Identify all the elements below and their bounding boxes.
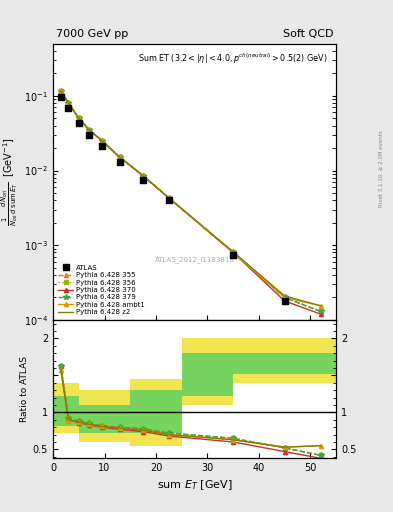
Pythia 6.428 370 <box>118 154 122 160</box>
Pythia 6.428 ambt1 <box>118 154 122 160</box>
Pythia 6.428 ambt1 <box>231 249 235 255</box>
Pythia 6.428 379 <box>231 249 235 255</box>
Pythia 6.428 355 <box>141 173 145 179</box>
ATLAS <box>318 355 324 363</box>
Line: Pythia 6.428 379: Pythia 6.428 379 <box>58 89 323 314</box>
Pythia 6.428 356 <box>141 173 145 179</box>
Pythia 6.428 ambt1 <box>59 88 63 94</box>
Pythia 6.428 370 <box>318 311 323 317</box>
Pythia 6.428 z2 <box>318 303 323 309</box>
Pythia 6.428 370 <box>141 173 145 179</box>
Pythia 6.428 370 <box>76 115 81 121</box>
Pythia 6.428 z2 <box>66 100 71 106</box>
Line: Pythia 6.428 356: Pythia 6.428 356 <box>59 89 323 313</box>
Pythia 6.428 379 <box>141 173 145 179</box>
Pythia 6.428 ambt1 <box>66 100 71 106</box>
Pythia 6.428 370 <box>59 88 63 94</box>
Pythia 6.428 370 <box>99 138 104 144</box>
Pythia 6.428 370 <box>66 100 71 106</box>
ATLAS <box>117 158 123 166</box>
Pythia 6.428 ambt1 <box>141 173 145 179</box>
Pythia 6.428 379 <box>66 100 71 106</box>
Pythia 6.428 355 <box>66 100 71 106</box>
Pythia 6.428 355 <box>87 127 92 133</box>
Pythia 6.428 370 <box>231 249 235 255</box>
Pythia 6.428 ambt1 <box>167 195 171 201</box>
Pythia 6.428 355 <box>231 249 235 255</box>
Pythia 6.428 355 <box>318 308 323 314</box>
Pythia 6.428 379 <box>59 88 63 94</box>
Pythia 6.428 379 <box>76 115 81 121</box>
Text: ATLAS_2012_I1183818: ATLAS_2012_I1183818 <box>154 256 235 263</box>
Pythia 6.428 356 <box>76 115 81 121</box>
Pythia 6.428 355 <box>167 195 171 201</box>
Y-axis label: Ratio to ATLAS: Ratio to ATLAS <box>20 356 29 422</box>
Pythia 6.428 355 <box>59 88 63 94</box>
Text: Soft QCD: Soft QCD <box>283 29 333 39</box>
Line: Pythia 6.428 ambt1: Pythia 6.428 ambt1 <box>59 89 323 308</box>
Pythia 6.428 355 <box>282 294 287 301</box>
Pythia 6.428 ambt1 <box>318 303 323 309</box>
Pythia 6.428 355 <box>118 154 122 160</box>
Pythia 6.428 356 <box>87 127 92 133</box>
Text: 7000 GeV pp: 7000 GeV pp <box>56 29 128 39</box>
Pythia 6.428 370 <box>282 298 287 304</box>
Line: Pythia 6.428 370: Pythia 6.428 370 <box>59 89 323 316</box>
ATLAS <box>58 93 64 101</box>
Pythia 6.428 z2 <box>231 249 235 255</box>
Pythia 6.428 379 <box>282 294 287 301</box>
Pythia 6.428 356 <box>282 294 287 301</box>
ATLAS <box>86 131 92 139</box>
Pythia 6.428 356 <box>59 88 63 94</box>
Pythia 6.428 356 <box>318 308 323 314</box>
ATLAS <box>75 119 82 127</box>
ATLAS <box>166 196 172 204</box>
Pythia 6.428 z2 <box>167 195 171 201</box>
Pythia 6.428 z2 <box>59 88 63 94</box>
Pythia 6.428 379 <box>87 127 92 133</box>
X-axis label: sum $E_T$ [GeV]: sum $E_T$ [GeV] <box>157 479 232 493</box>
Text: Rivet 3.1.10, ≥ 2.2M events: Rivet 3.1.10, ≥ 2.2M events <box>379 131 384 207</box>
Pythia 6.428 379 <box>118 154 122 160</box>
Pythia 6.428 370 <box>167 195 171 201</box>
Line: Pythia 6.428 z2: Pythia 6.428 z2 <box>61 91 321 306</box>
Legend: ATLAS, Pythia 6.428 355, Pythia 6.428 356, Pythia 6.428 370, Pythia 6.428 379, P: ATLAS, Pythia 6.428 355, Pythia 6.428 35… <box>57 263 146 316</box>
Pythia 6.428 z2 <box>118 154 122 160</box>
Pythia 6.428 ambt1 <box>282 294 287 301</box>
Pythia 6.428 z2 <box>141 173 145 179</box>
ATLAS <box>230 250 236 259</box>
ATLAS <box>281 297 288 305</box>
Pythia 6.428 356 <box>66 100 71 106</box>
ATLAS <box>99 142 105 151</box>
Line: Pythia 6.428 355: Pythia 6.428 355 <box>59 89 323 313</box>
Pythia 6.428 370 <box>87 127 92 133</box>
Pythia 6.428 356 <box>167 195 171 201</box>
Y-axis label: $\frac{1}{N_{ori}}\frac{dN_{ori}}{d\;\mathrm{sum}\,E_T}$  [GeV$^{-1}$]: $\frac{1}{N_{ori}}\frac{dN_{ori}}{d\;\ma… <box>0 137 20 226</box>
Pythia 6.428 379 <box>99 138 104 144</box>
ATLAS <box>140 176 146 184</box>
Pythia 6.428 356 <box>99 138 104 144</box>
Pythia 6.428 356 <box>118 154 122 160</box>
Pythia 6.428 ambt1 <box>76 115 81 121</box>
Text: Sum ET $(3.2 < |\eta| < 4.0, p^{ch(neutral)} > 0.5(2)$ GeV): Sum ET $(3.2 < |\eta| < 4.0, p^{ch(neutr… <box>138 52 327 66</box>
Pythia 6.428 379 <box>318 308 323 314</box>
Pythia 6.428 ambt1 <box>99 138 104 144</box>
Pythia 6.428 355 <box>99 138 104 144</box>
Pythia 6.428 356 <box>231 249 235 255</box>
Pythia 6.428 379 <box>167 195 171 201</box>
Pythia 6.428 z2 <box>87 127 92 133</box>
Pythia 6.428 z2 <box>99 138 104 144</box>
Pythia 6.428 z2 <box>282 293 287 299</box>
Pythia 6.428 z2 <box>76 115 81 121</box>
ATLAS <box>65 104 72 112</box>
Pythia 6.428 355 <box>76 115 81 121</box>
Pythia 6.428 ambt1 <box>87 127 92 133</box>
